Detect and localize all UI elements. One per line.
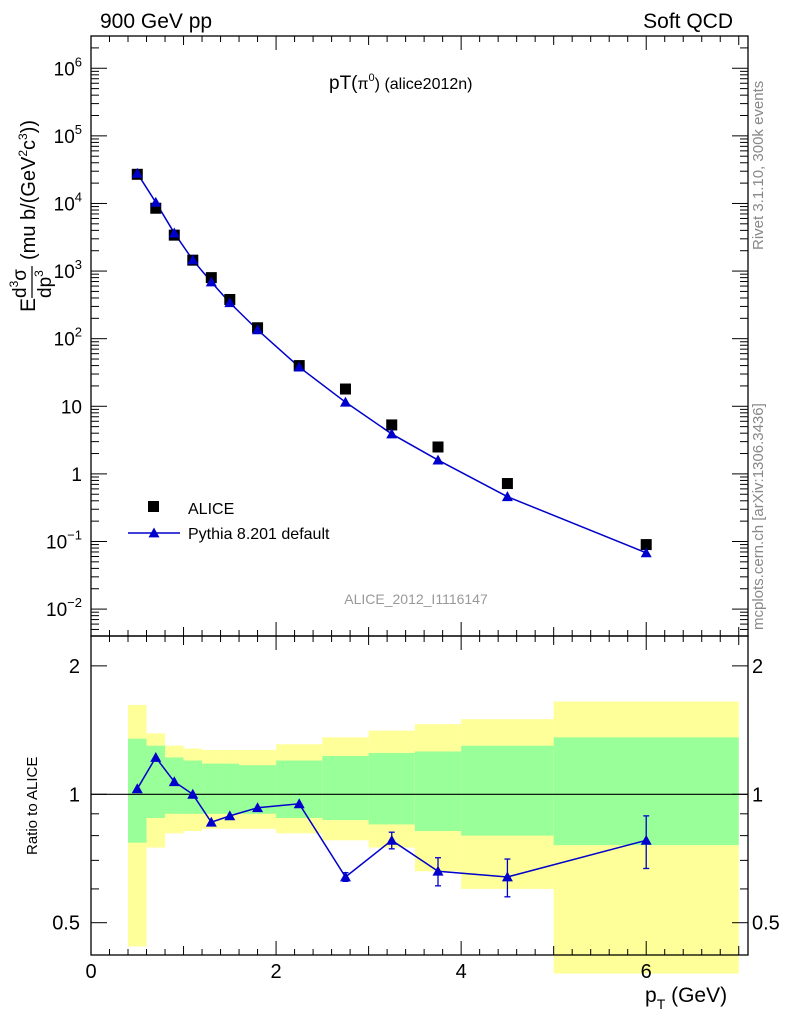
ratio-y-tick-label: 0.5: [52, 913, 80, 935]
rivet-label: Rivet 3.1.10, 300k events: [750, 81, 767, 250]
y-tick-label: 104: [54, 189, 82, 215]
axes: 0 2 4 6 10−2 10−1 1 10 102 103 104 105 106 0.5 0.5 1 1 2 2: [46, 35, 780, 983]
alice-point: [432, 441, 444, 453]
pythia-point: [640, 547, 652, 558]
pythia-point: [131, 167, 143, 178]
plot-title: pT(π0) (alice2012n): [329, 72, 473, 94]
x-tick-label: 0: [85, 961, 96, 983]
alice-point: [501, 478, 513, 490]
band-inner: [183, 760, 203, 814]
ratio-point: [293, 798, 305, 809]
ratio-point: [168, 776, 180, 787]
ratio-y-axis-label: Ratio to ALICE: [24, 757, 41, 855]
pythia-point: [501, 491, 513, 502]
x-tick-label: 2: [271, 961, 282, 983]
x-axis-label: pT (GeV): [645, 984, 727, 1012]
band-inner: [220, 763, 240, 814]
band-inner: [276, 760, 323, 818]
ratio-point: [224, 810, 236, 821]
ratio-point: [339, 871, 351, 882]
ratio-point: [187, 788, 199, 799]
ratio-y-tick-label: 2: [69, 656, 80, 678]
alice-point: [640, 539, 652, 551]
legend: ALICE Pythia 8.201 default: [128, 501, 330, 543]
ratio-curve: [131, 751, 652, 898]
legend-alice-marker: [148, 501, 159, 512]
legend-pythia-marker: [148, 527, 160, 538]
ratio-point: [150, 751, 162, 762]
y-tick-label: 10: [61, 397, 82, 418]
pythia-point: [432, 454, 444, 465]
pythia-point: [224, 297, 236, 308]
legend-pythia-label: Pythia 8.201 default: [188, 526, 330, 543]
ratio-uncertainty-bands: [91, 701, 748, 974]
energy-label: 900 GeV pp: [100, 10, 212, 33]
svg-text:dp3: dp3: [32, 270, 56, 298]
alice-point: [386, 419, 398, 431]
category-label: Soft QCD: [643, 10, 733, 33]
x-tick-label: 4: [456, 961, 467, 983]
svg-text:(mu b/(GeV2c3)): (mu b/(GeV2c3)): [16, 120, 40, 260]
pythia-point: [150, 196, 162, 207]
analysis-watermark: ALICE_2012_I1116147: [344, 591, 488, 607]
pythia-point: [205, 276, 217, 287]
ratio-point: [640, 834, 652, 845]
main-markers: [131, 167, 652, 558]
band-inner: [322, 755, 369, 821]
y-tick-label: 1: [71, 465, 82, 486]
y-tick-label: 102: [54, 325, 82, 351]
y-tick-label: 10−2: [46, 595, 82, 621]
svg-text:d3σ: d3σ: [7, 269, 31, 298]
ratio-y-tick-label-right: 1: [752, 784, 763, 806]
ratio-point: [205, 816, 217, 827]
main-y-axis-label: E d3σ dp3 (mu b/(GeV2c3)): [7, 120, 56, 312]
pythia-curve: [136, 172, 647, 554]
y-tick-label: 10−1: [46, 527, 82, 553]
ratio-point: [252, 802, 264, 813]
y-tick-label: 106: [54, 54, 82, 80]
pythia-point: [386, 428, 398, 439]
legend-alice-label: ALICE: [188, 501, 234, 518]
mcplots-label: mcplots.cern.ch [arXiv:1306.3436]: [750, 403, 767, 630]
svg-text:E: E: [17, 298, 40, 312]
y-tick-label: 103: [54, 257, 82, 283]
band-inner: [461, 745, 554, 836]
pythia-point: [339, 396, 351, 407]
band-inner: [202, 763, 221, 814]
band-inner: [414, 751, 462, 832]
pythia-point: [168, 227, 180, 238]
pythia-point: [293, 361, 305, 372]
ratio-frame: [90, 635, 749, 956]
ratio-y-tick-label-right: 2: [752, 656, 763, 678]
ratio-y-tick-label-right: 0.5: [752, 913, 780, 935]
y-tick-label: 105: [54, 122, 82, 148]
x-tick-label: 6: [641, 961, 652, 983]
alice-point: [150, 202, 162, 214]
pythia-point: [187, 254, 199, 265]
ratio-point: [501, 871, 513, 882]
pythia-point: [252, 324, 264, 335]
band-inner: [368, 752, 415, 825]
pythia-line: [136, 172, 647, 554]
ratio-y-tick-label: 1: [69, 784, 80, 806]
ratio-point: [432, 865, 444, 876]
ratio-point: [386, 834, 398, 845]
ratio-point: [131, 783, 143, 794]
alice-point: [339, 383, 351, 395]
